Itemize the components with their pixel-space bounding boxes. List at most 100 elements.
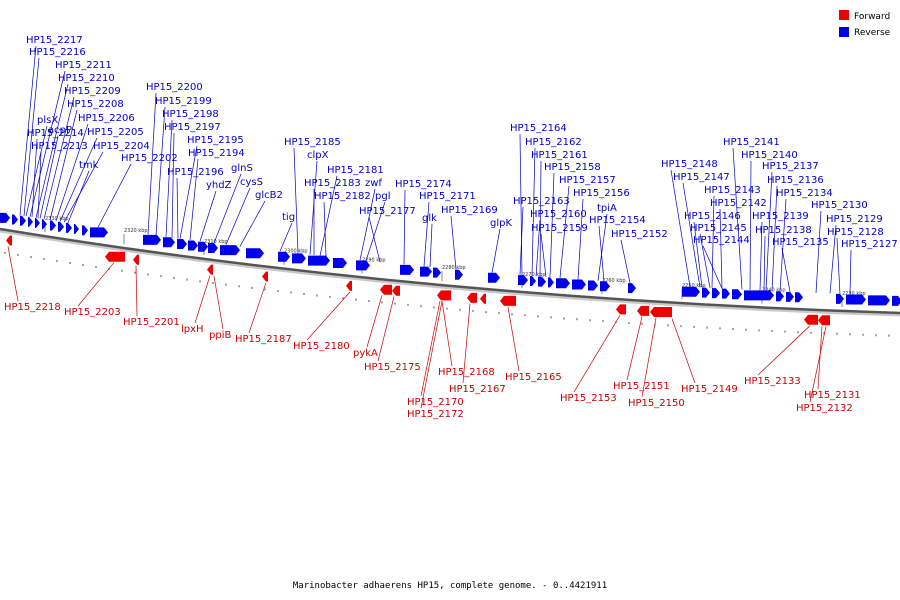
reverse-gene-label: HP15_2127 xyxy=(841,239,898,250)
forward-gene-label: HP15_2131 xyxy=(804,390,861,401)
reverse-gene-arrow xyxy=(308,255,330,266)
forward-leader-line xyxy=(248,282,267,334)
reverse-leader-line xyxy=(365,201,386,261)
legend-forward-swatch xyxy=(839,10,849,20)
forward-gene-label: HP15_2167 xyxy=(449,384,506,395)
forward-leader-line xyxy=(420,300,441,397)
reverse-genes xyxy=(0,212,900,306)
reverse-gene-label: HP15_2148 xyxy=(661,159,718,170)
forward-leader-line xyxy=(441,301,453,367)
forward-leader-line xyxy=(77,262,115,307)
reverse-gene-arrow xyxy=(846,294,866,305)
reverse-leader-line xyxy=(29,70,66,217)
reverse-gene-arrow xyxy=(732,289,742,300)
reverse-gene-arrow xyxy=(628,283,636,294)
forward-gene-label: HP15_2151 xyxy=(613,381,670,392)
reverse-leader-line xyxy=(213,173,242,244)
reverse-gene-label: clpX xyxy=(307,150,329,161)
reverse-leader-line xyxy=(35,83,69,218)
reverse-gene-arrow xyxy=(682,286,700,297)
reverse-gene-arrow xyxy=(400,264,414,275)
forward-gene-arrow xyxy=(616,304,626,315)
reverse-gene-label: HP15_2161 xyxy=(531,150,588,161)
reverse-gene-label: yhdZ xyxy=(206,180,232,191)
forward-gene-label: HP15_2172 xyxy=(407,409,464,420)
forward-leader-line xyxy=(194,275,211,324)
reverse-leader-line xyxy=(682,182,701,288)
reverse-gene-label: HP15_2205 xyxy=(87,127,144,138)
forward-genes xyxy=(6,235,830,326)
reverse-gene-label: HP15_2208 xyxy=(67,99,124,110)
forward-gene-label: HP15_2201 xyxy=(123,317,180,328)
reverse-leader-line xyxy=(519,133,523,276)
reverse-gene-label: HP15_2142 xyxy=(710,198,767,209)
reverse-gene-label: HP15_2140 xyxy=(741,150,798,161)
forward-gene-arrow xyxy=(637,305,649,316)
reverse-gene-arrow xyxy=(744,290,774,301)
reverse-gene-label: HP15_2138 xyxy=(755,225,812,236)
forward-leader-line xyxy=(573,315,621,393)
reverse-gene-label: HP15_2210 xyxy=(58,73,115,84)
forward-leader-line xyxy=(306,291,351,341)
kbp-tick-label: 2240 kbp xyxy=(762,288,786,294)
forward-gene-label: HP15_2170 xyxy=(407,397,464,408)
reverse-gene-arrow xyxy=(58,221,64,232)
kbp-tick-label: 2280 kbp xyxy=(442,265,466,271)
forward-leader-line xyxy=(817,326,823,390)
reverse-gene-label: HP15_2200 xyxy=(146,82,203,93)
forward-leader-line xyxy=(135,265,138,317)
reverse-gene-arrow xyxy=(66,222,72,233)
reverse-gene-label: HP15_2145 xyxy=(690,223,747,234)
reverse-gene-label: HP15_2134 xyxy=(776,188,833,199)
reverse-leader-line xyxy=(279,222,293,252)
reverse-gene-label: tig xyxy=(282,212,295,223)
reverse-gene-label: HP15_2135 xyxy=(772,237,829,248)
reverse-leader-line xyxy=(429,223,433,268)
forward-gene-arrow xyxy=(207,264,213,275)
reverse-gene-label: HP15_2152 xyxy=(611,229,668,240)
forward-leader-line xyxy=(213,276,224,330)
reverse-gene-label: HP15_2160 xyxy=(530,209,587,220)
forward-gene-arrow xyxy=(437,290,451,301)
reverse-gene-label: HP15_2214 xyxy=(27,128,84,139)
reverse-gene-arrow xyxy=(163,237,175,248)
reverse-leader-line xyxy=(189,158,199,241)
reverse-leader-line xyxy=(368,216,381,263)
reverse-leader-line xyxy=(450,215,457,270)
reverse-gene-arrow xyxy=(836,293,844,304)
genome-backbone-shadow xyxy=(0,229,900,317)
reverse-gene-arrow xyxy=(488,272,500,283)
reverse-gene-label: HP15_2211 xyxy=(55,60,112,71)
reverse-leader-line xyxy=(423,201,430,267)
reverse-gene-arrow xyxy=(188,240,198,251)
reverse-leader-line xyxy=(19,45,37,216)
reverse-gene-label: glk xyxy=(422,213,437,224)
reverse-gene-arrow xyxy=(82,225,88,236)
reverse-leader-line xyxy=(25,125,48,217)
reverse-gene-label: HP15_2198 xyxy=(162,109,219,120)
forward-gene-label: HP15_2175 xyxy=(364,362,421,373)
reverse-gene-label: HP15_2171 xyxy=(419,191,476,202)
reverse-gene-label: HP15_2204 xyxy=(93,141,150,152)
kbp-tick-label: 2320 kbp xyxy=(124,228,148,234)
reverse-gene-label: HP15_2143 xyxy=(704,185,761,196)
label-leader-lines xyxy=(7,45,852,409)
reverse-gene-label: HP15_2216 xyxy=(29,47,86,58)
reverse-gene-arrow xyxy=(548,277,554,288)
reverse-leader-line xyxy=(39,135,59,219)
reverse-leader-line xyxy=(359,188,376,261)
reverse-gene-arrow xyxy=(572,279,586,290)
reverse-leader-line xyxy=(23,57,40,216)
reverse-leader-line xyxy=(97,163,132,228)
forward-leader-line xyxy=(366,295,383,348)
reverse-gene-label: zwf xyxy=(365,178,382,189)
kbp-tick-label: 2260 kbp xyxy=(602,278,626,284)
reverse-gene-label: HP15_2209 xyxy=(64,86,121,97)
reverse-leader-line xyxy=(403,189,406,265)
reverse-leader-line xyxy=(829,224,837,294)
reverse-gene-label: HP15_2181 xyxy=(327,165,384,176)
forward-leader-line xyxy=(671,318,696,384)
reverse-gene-label: HP15_2146 xyxy=(684,211,741,222)
legend-forward-label: Forward xyxy=(854,12,890,22)
